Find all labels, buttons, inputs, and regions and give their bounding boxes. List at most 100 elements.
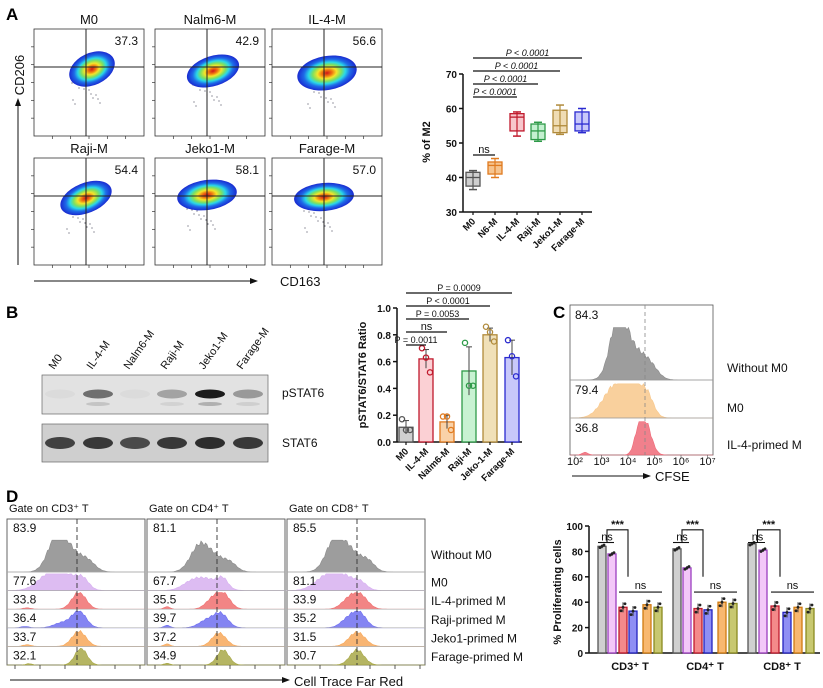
data-point <box>687 565 691 568</box>
flow-plot <box>271 28 383 137</box>
data-point <box>731 602 735 605</box>
histogram-panel-1 <box>146 518 286 666</box>
data-point <box>598 546 602 550</box>
bar-series-4 <box>793 606 803 654</box>
histogram-percentage: 84.3 <box>575 308 599 322</box>
flow-plot <box>154 157 266 266</box>
histogram-panel-0 <box>6 518 146 666</box>
protein-band-faint <box>236 402 260 406</box>
event-dot <box>200 218 202 220</box>
event-dot <box>78 87 80 89</box>
event-dot <box>317 220 319 222</box>
event-dot <box>212 224 214 226</box>
flow-plot-title: Nalm6-M <box>184 12 237 27</box>
arrow-head-icon <box>250 278 258 284</box>
bar-series-2 <box>693 607 703 654</box>
event-dot <box>327 222 329 224</box>
data-point <box>443 413 451 420</box>
data-point <box>763 547 767 551</box>
y-axis-label: pSTAT6/STAT6 Ratio <box>357 321 369 428</box>
y-tick-label: 0.4 <box>377 384 391 395</box>
data-point <box>722 597 726 601</box>
quadrant-percentage: 57.0 <box>353 163 377 177</box>
data-point <box>631 609 635 613</box>
data-point <box>796 605 800 609</box>
event-dot <box>211 95 213 97</box>
y-tick-label: 0.6 <box>377 358 391 369</box>
histogram-percentage: 33.8 <box>13 593 37 607</box>
data-point <box>708 604 712 608</box>
event-dot <box>86 226 88 228</box>
bar-series-0 <box>672 548 682 654</box>
bar-series-3 <box>703 609 713 654</box>
data-point <box>808 607 812 610</box>
histogram-percentage: 81.1 <box>153 521 177 535</box>
protein-band <box>45 437 75 449</box>
data-point <box>461 339 469 347</box>
flow-plot <box>33 157 145 266</box>
protein-band-faint <box>160 402 184 406</box>
flow-plot-title: IL-4-M <box>308 12 346 27</box>
row-label: Raji-primed M <box>431 613 506 627</box>
y-tick-label: 0.2 <box>377 411 391 422</box>
histogram-percentage: 30.7 <box>293 648 317 662</box>
event-dot <box>66 228 68 230</box>
data-point <box>704 611 708 615</box>
data-point <box>490 338 498 345</box>
event-dot <box>318 92 320 94</box>
y-tick-label: 40 <box>572 598 584 609</box>
event-dot <box>203 215 205 217</box>
event-dot <box>93 231 95 233</box>
data-point <box>600 544 604 548</box>
event-dot <box>218 100 220 102</box>
gate-title: Gate on CD3⁺ T <box>9 503 89 515</box>
event-dot <box>198 214 200 216</box>
data-point <box>773 604 777 608</box>
data-point <box>504 336 512 344</box>
significance-label: P < 0.0001 <box>426 296 470 306</box>
event-dot <box>95 94 97 96</box>
significance-label: P < 0.0001 <box>495 61 538 71</box>
row-label: M0 <box>727 401 744 415</box>
histogram-percentage: 37.2 <box>153 630 177 644</box>
significance-label: *** <box>611 519 625 531</box>
lane-label: Raji-M <box>159 339 187 372</box>
band-label: pSTAT6 <box>282 386 325 400</box>
data-point <box>733 598 737 602</box>
histogram-percentage: 36.4 <box>13 611 37 625</box>
event-dot <box>74 103 76 105</box>
significance-label: ns <box>635 580 647 592</box>
row-label: Jeko1-primed M <box>431 631 517 645</box>
data-point <box>748 543 752 547</box>
row-label: Without M0 <box>727 361 788 375</box>
x-axis-label-cfse: CFSE <box>655 469 690 484</box>
flow-plot-frame <box>271 157 383 266</box>
event-dot <box>334 106 336 108</box>
event-dot <box>97 98 99 100</box>
histogram-percentage: 77.6 <box>13 574 37 588</box>
event-dot <box>84 222 86 224</box>
protein-band <box>195 437 225 449</box>
histogram-percentage: 36.8 <box>575 421 599 435</box>
event-dot <box>324 225 326 227</box>
event-dot <box>99 102 101 104</box>
bar-series-5 <box>653 606 663 654</box>
significance-label: ns <box>478 144 490 156</box>
significance-label: ns <box>710 580 722 592</box>
data-point <box>612 551 616 555</box>
event-dot <box>189 229 191 231</box>
y-tick-label: 40 <box>446 174 458 185</box>
protein-band <box>157 437 187 449</box>
data-point <box>694 610 698 614</box>
bar-series-1 <box>682 567 692 654</box>
data-point <box>486 328 494 336</box>
event-dot <box>204 90 206 92</box>
histogram-percentage: 39.7 <box>153 611 177 625</box>
data-point <box>806 610 810 614</box>
significance-label: P < 0.0001 <box>506 48 549 58</box>
event-dot <box>304 227 306 229</box>
x-tick-label: CD8⁺ T <box>763 661 801 673</box>
flow-plot <box>154 28 266 137</box>
y-tick-label: 70 <box>446 70 458 81</box>
data-point <box>647 599 651 603</box>
